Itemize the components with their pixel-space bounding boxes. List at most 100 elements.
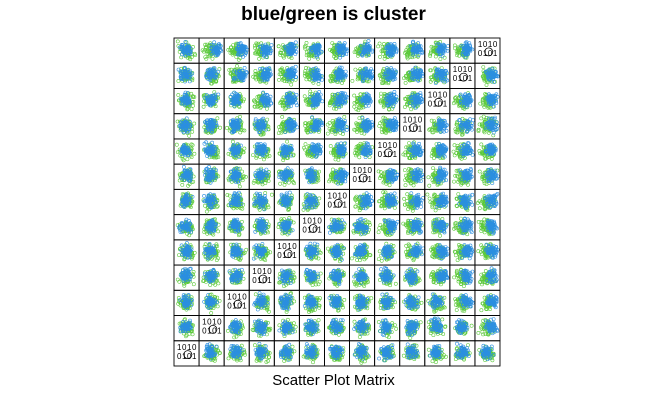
data-point xyxy=(176,79,181,83)
matrix-panel: 1 0 1 00 1 0 1 xyxy=(424,88,451,115)
matrix-panel xyxy=(173,62,200,89)
data-point xyxy=(235,64,239,68)
data-point xyxy=(263,47,268,52)
data-point xyxy=(255,52,260,56)
data-point xyxy=(325,131,330,136)
data-point xyxy=(212,50,217,55)
data-point xyxy=(409,107,414,112)
data-point xyxy=(205,42,209,47)
matrix-panel xyxy=(298,37,325,64)
data-point xyxy=(318,49,323,54)
matrix-panel xyxy=(374,37,401,64)
matrix-panel xyxy=(399,62,426,89)
matrix-panel xyxy=(223,62,250,89)
data-point xyxy=(242,66,247,70)
data-point xyxy=(353,67,358,72)
data-point xyxy=(189,107,194,112)
data-point xyxy=(213,45,218,50)
matrix-panel xyxy=(298,88,325,115)
data-point xyxy=(188,57,193,62)
data-point xyxy=(281,55,286,60)
data-point xyxy=(207,54,211,59)
data-point xyxy=(288,104,293,109)
cluster-blue-points xyxy=(177,40,194,58)
data-point xyxy=(379,91,383,96)
matrix-panel xyxy=(223,88,250,115)
matrix-panel xyxy=(248,62,275,89)
matrix-panel xyxy=(349,37,376,64)
data-point xyxy=(282,44,287,49)
matrix-panel xyxy=(223,113,250,140)
data-point xyxy=(350,79,355,83)
cluster-blue-points xyxy=(308,43,324,60)
data-point xyxy=(236,44,241,49)
matrix-panel xyxy=(374,88,401,115)
data-point xyxy=(215,116,220,121)
matrix-panel xyxy=(273,37,300,64)
data-point xyxy=(260,52,265,56)
matrix-panel xyxy=(273,62,300,89)
diagonal-tick-label: 0 xyxy=(443,91,448,100)
data-point xyxy=(332,43,337,48)
data-point xyxy=(342,115,347,119)
data-point xyxy=(332,47,337,52)
cluster-blue-points xyxy=(234,41,250,59)
matrix-panel xyxy=(349,62,376,89)
matrix-panel xyxy=(324,88,350,115)
cluster-blue-points xyxy=(333,65,348,83)
data-point xyxy=(238,52,243,57)
data-point xyxy=(258,44,263,49)
data-point xyxy=(338,55,342,60)
data-point xyxy=(254,41,259,46)
data-point xyxy=(191,45,195,49)
matrix-panel xyxy=(449,88,476,115)
data-point xyxy=(238,114,242,119)
data-point xyxy=(224,126,229,130)
data-point xyxy=(175,39,180,44)
data-point xyxy=(320,99,325,104)
data-point xyxy=(186,51,191,55)
data-point xyxy=(330,119,335,123)
data-point xyxy=(238,56,243,61)
data-point xyxy=(266,46,271,50)
data-point xyxy=(230,52,235,57)
data-point xyxy=(303,43,308,48)
data-point xyxy=(313,47,318,52)
matrix-panel xyxy=(324,37,350,64)
data-point xyxy=(200,48,205,53)
data-point xyxy=(201,104,206,109)
data-point xyxy=(241,45,246,50)
data-point xyxy=(211,51,216,55)
matrix-panel xyxy=(399,37,426,64)
data-point xyxy=(266,41,271,46)
diagonal-tick-label: 1 xyxy=(493,49,498,58)
data-point xyxy=(229,67,234,72)
data-point xyxy=(229,45,234,50)
matrix-panel: 1 0 1 00 1 0 1 xyxy=(449,62,476,89)
data-point xyxy=(237,44,242,49)
data-point xyxy=(293,52,298,56)
data-point xyxy=(280,115,285,119)
diagonal-tick-label: 1 xyxy=(443,100,448,109)
data-point xyxy=(187,133,192,138)
data-point xyxy=(226,48,231,52)
matrix-panel xyxy=(374,62,401,89)
data-point xyxy=(352,93,357,98)
data-point xyxy=(288,47,293,52)
matrix-panel xyxy=(223,37,250,64)
matrix-panel xyxy=(474,62,501,89)
data-point xyxy=(481,65,486,70)
data-point xyxy=(176,93,181,97)
data-point xyxy=(269,43,274,47)
data-point xyxy=(243,52,248,57)
matrix-panel xyxy=(173,88,200,115)
matrix-panel xyxy=(198,37,225,64)
matrix-panel xyxy=(449,37,476,64)
data-point xyxy=(433,54,438,59)
matrix-panel xyxy=(474,88,501,115)
matrix-panel: 1 0 1 00 1 0 1 xyxy=(474,37,501,64)
data-point xyxy=(313,45,318,50)
data-point xyxy=(333,56,338,61)
data-point xyxy=(231,49,236,53)
data-point xyxy=(288,50,293,55)
